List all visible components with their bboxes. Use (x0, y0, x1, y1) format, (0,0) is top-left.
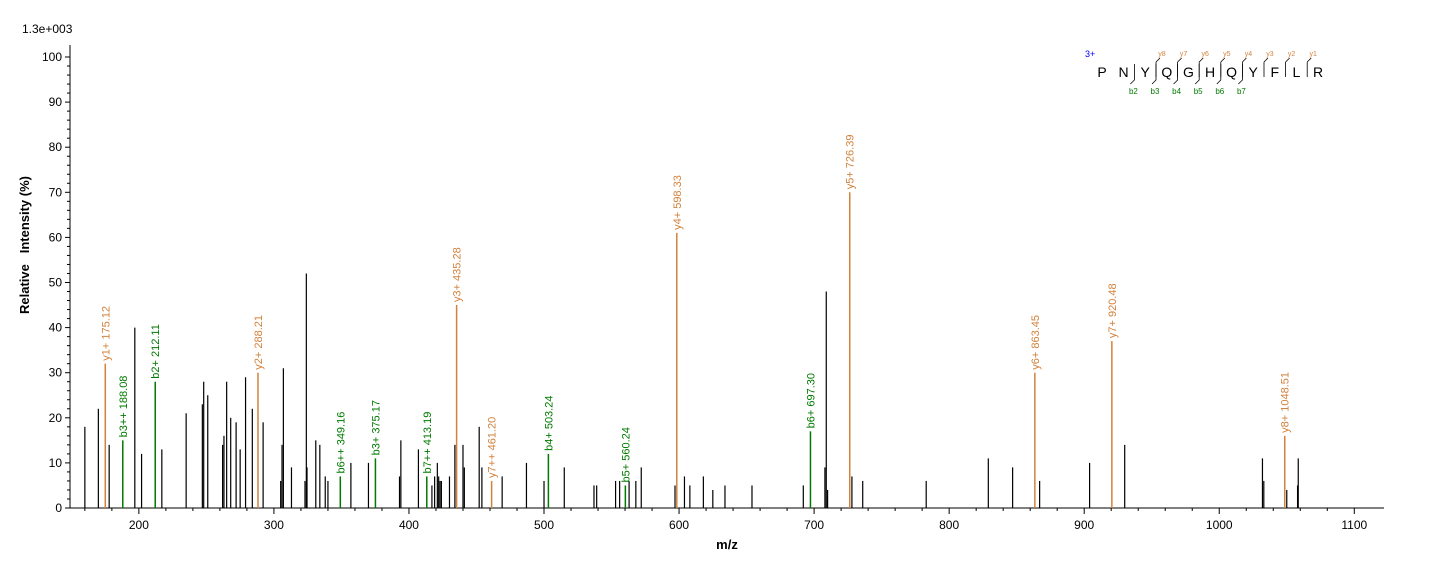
y-ion-marker: y2 (1288, 51, 1296, 58)
peak-label: b3++ 188.08 (118, 376, 130, 438)
x-tick-label: 200 (129, 518, 149, 532)
x-axis-label: m/z (716, 537, 738, 552)
intensity-scale-label: 1.3e+003 (22, 22, 73, 36)
peak-label: b7++ 413.19 (422, 412, 434, 474)
x-tick-label: 1100 (1341, 518, 1367, 532)
sequence-residue: N (1119, 64, 1129, 80)
y-ion-marker: y5 (1223, 51, 1231, 58)
b-ion-marker: b3 (1151, 87, 1160, 96)
peak-label: b4+ 503.24 (543, 396, 555, 451)
sequence-residue: R (1313, 64, 1323, 80)
y-tick-label: 80 (49, 140, 63, 154)
y-tick-label: 100 (42, 50, 62, 64)
sequence-residue: L (1293, 64, 1301, 80)
y-tick-label: 20 (49, 411, 63, 425)
y-ion-marker: y7 (1180, 51, 1188, 58)
x-tick-label: 500 (534, 518, 554, 532)
y-ion-marker: y8 (1158, 51, 1166, 58)
peak-label: b6++ 349.16 (335, 412, 347, 474)
sequence-residue: Y (1249, 64, 1259, 80)
y-ion-bracket (1306, 57, 1312, 77)
sequence-residue: G (1183, 64, 1194, 80)
x-tick-label: 300 (264, 518, 284, 532)
b-ion-bracket (1194, 64, 1200, 85)
y-ion-bracket (1220, 57, 1226, 77)
y-ion-bracket (1242, 57, 1247, 77)
peak-label: y5+ 726.39 (845, 135, 857, 190)
sequence-residue: P (1097, 64, 1106, 80)
b-ion-marker: b5 (1194, 87, 1203, 96)
y-ion-bracket (1263, 57, 1269, 77)
sequence-residue: Y (1141, 64, 1151, 80)
y-tick-label: 10 (49, 456, 63, 470)
b-ion-bracket (1216, 64, 1222, 85)
b-ion-bracket (1151, 64, 1157, 85)
y-ion-bracket (1155, 57, 1161, 77)
y-ion-marker: y3 (1266, 51, 1274, 58)
y-tick-label: 40 (49, 321, 63, 335)
peak-label: y7+ 920.48 (1107, 283, 1119, 338)
sequence-residue: F (1271, 64, 1280, 80)
b-ion-marker: b7 (1237, 87, 1246, 96)
peak-label: y1+ 175.12 (100, 306, 112, 361)
y-ion-bracket (1198, 57, 1204, 77)
y-tick-label: 60 (49, 230, 63, 244)
y-ion-marker: y6 (1201, 51, 1209, 58)
peak-label: y4+ 598.33 (672, 175, 684, 230)
y-tick-label: 0 (55, 501, 62, 515)
sequence-residue: H (1205, 64, 1215, 80)
b-ion-marker: b4 (1172, 87, 1181, 96)
x-tick-label: 900 (1074, 518, 1094, 532)
x-tick-label: 800 (939, 518, 959, 532)
b-ion-marker: b6 (1215, 87, 1224, 96)
y-axis-label: Relative Intensity (%) (17, 176, 32, 314)
sequence-residue: Q (1161, 64, 1172, 80)
peak-label: b5+ 560.24 (620, 427, 632, 482)
peak-label: y8+ 1048.51 (1280, 372, 1292, 433)
y-ion-bracket (1177, 57, 1182, 77)
peak-label: y2+ 288.21 (253, 315, 265, 370)
charge-state: 3+ (1085, 49, 1095, 59)
peak-label: y3+ 435.28 (452, 247, 464, 302)
peak-label: y6+ 863.45 (1030, 315, 1042, 370)
y-tick-label: 90 (49, 95, 63, 109)
b-ion-bracket (1238, 64, 1243, 85)
x-tick-label: 700 (804, 518, 824, 532)
b-ion-marker: b2 (1129, 87, 1138, 96)
x-tick-label: 1000 (1206, 518, 1233, 532)
y-tick-label: 30 (49, 366, 63, 380)
y-tick-label: 70 (49, 185, 63, 199)
peak-label: b6+ 697.30 (805, 373, 817, 428)
y-ion-bracket (1285, 57, 1290, 77)
y-ion-marker: y1 (1309, 51, 1317, 58)
peak-label: b2+ 212.11 (150, 324, 162, 379)
sequence-residue: Q (1226, 64, 1237, 80)
y-ion-marker: y4 (1245, 51, 1253, 58)
x-tick-label: 600 (669, 518, 689, 532)
b-ion-bracket (1130, 64, 1135, 85)
y-tick-label: 50 (49, 276, 63, 290)
peak-label: b3+ 375.17 (370, 400, 382, 455)
peak-label: y7++ 461.20 (487, 417, 499, 478)
b-ion-bracket (1173, 64, 1178, 85)
x-tick-label: 400 (399, 518, 419, 532)
